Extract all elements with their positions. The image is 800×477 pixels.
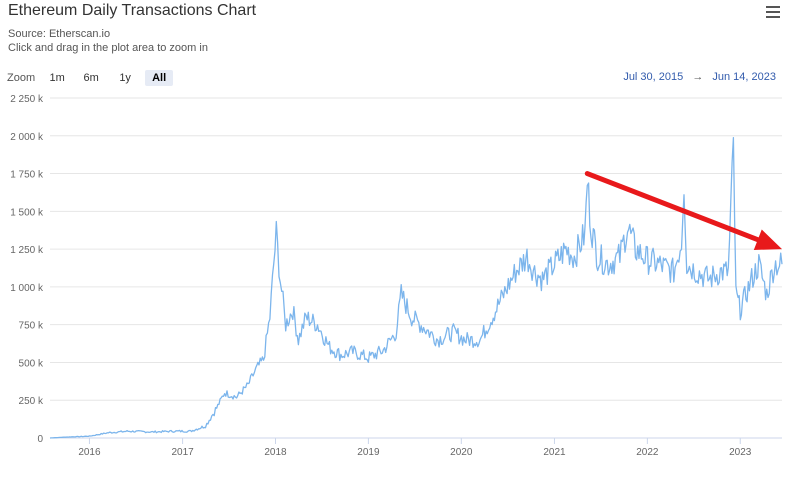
range-from[interactable]: Jul 30, 2015 [623, 71, 684, 83]
x-tick-label: 2021 [543, 447, 566, 458]
series-layer [49, 136, 783, 439]
zoom-all-button[interactable]: All [145, 70, 174, 86]
range-selector: Zoom 1m 6m 1y All [7, 70, 179, 86]
x-tick-label: 2019 [357, 447, 380, 458]
trend-arrow-shaft [584, 171, 761, 243]
zoom-label: Zoom [7, 72, 36, 84]
chart-title: Ethereum Daily Transactions Chart [8, 2, 257, 19]
y-tick-label: 1 250 k [10, 245, 44, 256]
chart-subtitle: Source: Etherscan.io Click and drag in t… [8, 27, 208, 55]
range-arrow-icon: → [692, 71, 704, 83]
zoom-1m-button[interactable]: 1m [43, 70, 72, 86]
date-range: Jul 30, 2015 → Jun 14, 2023 [623, 71, 776, 83]
trend-annotation [584, 171, 782, 250]
y-tick-label: 1 750 k [10, 170, 44, 181]
y-tick-label: 250 k [19, 396, 44, 407]
y-tick-label: 1 500 k [10, 207, 44, 218]
range-to[interactable]: Jun 14, 2023 [712, 71, 776, 83]
x-axis-labels: 2016 2017 2018 2019 2020 2021 2022 2023 [78, 438, 752, 458]
hamburger-menu-icon[interactable] [766, 6, 780, 18]
y-tick-label: 500 k [19, 358, 44, 369]
y-tick-label: 0 [37, 434, 43, 445]
y-tick-label: 750 k [19, 321, 44, 332]
x-tick-label: 2018 [264, 447, 287, 458]
x-tick-label: 2022 [636, 447, 659, 458]
zoom-1y-button[interactable]: 1y [111, 70, 140, 86]
x-tick-label: 2020 [450, 447, 473, 458]
x-tick-label: 2017 [171, 447, 194, 458]
source-text: Source: Etherscan.io [8, 28, 111, 40]
transactions-line [49, 136, 783, 439]
y-tick-label: 2 000 k [10, 132, 44, 143]
x-tick-label: 2016 [78, 447, 101, 458]
grid-lines [50, 97, 782, 439]
y-tick-label: 1 000 k [10, 283, 44, 294]
y-axis-labels: 0 250 k 500 k 750 k 1 000 k 1 250 k 1 500 k 1 7… [10, 94, 44, 445]
zoom-6m-button[interactable]: 6m [77, 70, 106, 86]
y-tick-label: 2 250 k [10, 94, 44, 105]
trend-arrow-head-icon [753, 229, 782, 250]
x-tick-label: 2023 [729, 447, 752, 458]
zoom-hint-text: Click and drag in the plot area to zoom … [8, 42, 208, 54]
